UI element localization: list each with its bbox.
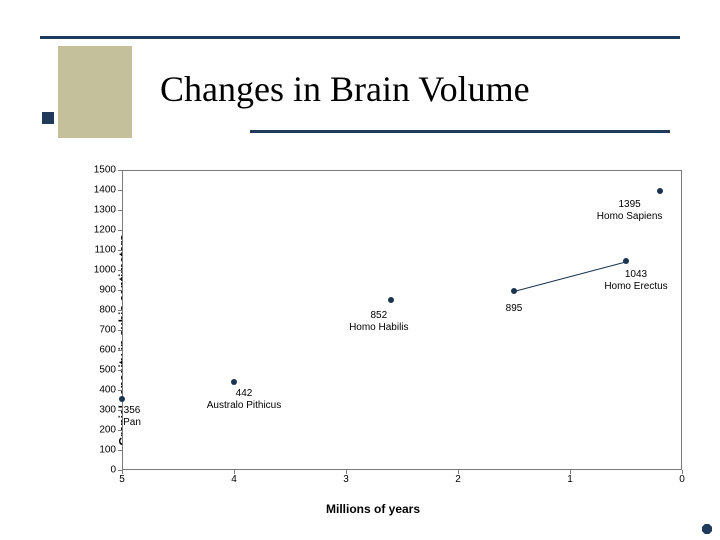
decor-left-block	[58, 46, 132, 138]
y-tick-label: 200	[99, 425, 116, 436]
data-point-name: Pan	[123, 417, 141, 429]
data-point	[119, 396, 125, 402]
chart-container: Cranial capacity in cubic centimeters Mi…	[58, 162, 688, 518]
x-tick-mark	[346, 470, 347, 474]
data-point-value: 1043	[604, 269, 667, 281]
data-point-value: 356	[123, 405, 141, 417]
y-tick-label: 800	[99, 305, 116, 316]
decor-mid-rule	[250, 130, 670, 133]
x-tick-mark	[234, 470, 235, 474]
data-point-name: Homo Sapiens	[597, 211, 663, 223]
data-point-label: 442Australo Pithicus	[207, 388, 281, 412]
x-axis-label: Millions of years	[326, 502, 420, 516]
y-tick-mark	[118, 370, 122, 371]
data-point-name: Australo Pithicus	[207, 400, 281, 412]
data-point-label: 1395Homo Sapiens	[597, 199, 663, 223]
y-tick-mark	[118, 170, 122, 171]
decor-tiny-square	[42, 112, 54, 124]
data-point-value: 442	[207, 388, 281, 400]
x-tick-label: 1	[567, 474, 573, 485]
y-tick-mark	[118, 270, 122, 271]
y-tick-mark	[118, 430, 122, 431]
data-point-name: Homo Erectus	[604, 281, 667, 293]
data-point	[511, 288, 517, 294]
data-point	[231, 379, 237, 385]
data-point-label: 1043Homo Erectus	[604, 269, 667, 293]
corner-bullet-icon	[702, 524, 712, 534]
y-tick-mark	[118, 210, 122, 211]
slide-root: Changes in Brain Volume Cranial capacity…	[0, 0, 720, 540]
y-tick-label: 100	[99, 445, 116, 456]
y-tick-mark	[118, 290, 122, 291]
y-tick-mark	[118, 410, 122, 411]
data-point-value: 895	[506, 303, 523, 315]
y-tick-mark	[118, 330, 122, 331]
data-point-label: 356Pan	[123, 405, 141, 429]
y-tick-mark	[118, 450, 122, 451]
y-tick-label: 1400	[94, 185, 116, 196]
y-tick-label: 500	[99, 365, 116, 376]
y-tick-label: 600	[99, 345, 116, 356]
data-point	[657, 188, 663, 194]
y-tick-label: 1200	[94, 225, 116, 236]
x-tick-label: 0	[679, 474, 685, 485]
y-tick-mark	[118, 230, 122, 231]
data-point	[623, 258, 629, 264]
y-tick-label: 1300	[94, 205, 116, 216]
decor-top-rule	[40, 36, 680, 39]
y-tick-mark	[118, 190, 122, 191]
x-tick-mark	[122, 470, 123, 474]
y-tick-label: 400	[99, 385, 116, 396]
y-tick-label: 700	[99, 325, 116, 336]
data-point	[388, 297, 394, 303]
slide-title: Changes in Brain Volume	[160, 68, 530, 110]
y-tick-label: 1500	[94, 165, 116, 176]
y-tick-mark	[118, 250, 122, 251]
data-point-value: 1395	[597, 199, 663, 211]
y-tick-label: 1000	[94, 265, 116, 276]
y-tick-label: 0	[110, 465, 116, 476]
x-tick-mark	[570, 470, 571, 474]
data-point-label: 852Homo Habilis	[349, 310, 408, 334]
x-tick-label: 4	[231, 474, 237, 485]
y-tick-mark	[118, 390, 122, 391]
y-tick-label: 1100	[94, 245, 116, 256]
y-tick-label: 300	[99, 405, 116, 416]
x-tick-label: 5	[119, 474, 125, 485]
y-tick-label: 900	[99, 285, 116, 296]
x-tick-label: 3	[343, 474, 349, 485]
x-tick-label: 2	[455, 474, 461, 485]
data-point-name: Homo Habilis	[349, 322, 408, 334]
x-tick-mark	[458, 470, 459, 474]
data-point-label: 895	[506, 303, 523, 315]
y-tick-mark	[118, 310, 122, 311]
y-tick-mark	[118, 350, 122, 351]
data-point-value: 852	[349, 310, 408, 322]
x-tick-mark	[682, 470, 683, 474]
plot-region: 0100200300400500600700800900100011001200…	[122, 170, 682, 470]
